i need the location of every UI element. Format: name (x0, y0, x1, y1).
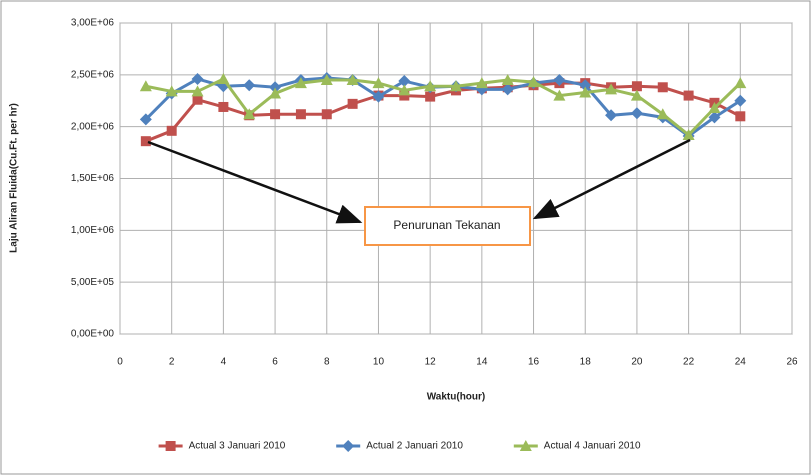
marker (217, 72, 230, 84)
marker (294, 77, 307, 89)
legend-label: Actual 4 Januari 2010 (544, 441, 641, 452)
marker (347, 98, 358, 109)
marker (708, 111, 721, 124)
marker (191, 72, 204, 85)
marker (191, 85, 204, 97)
marker (139, 113, 152, 126)
marker (605, 83, 618, 95)
marker (519, 440, 532, 451)
marker (656, 108, 669, 120)
marker (683, 90, 694, 101)
y-tick-label: 2,50E+06 (71, 69, 115, 80)
x-tick-label: 22 (683, 357, 695, 368)
y-tick-label: 2,00E+06 (71, 121, 115, 132)
x-tick-label: 20 (631, 357, 643, 368)
x-tick-label: 0 (117, 357, 123, 368)
marker (501, 83, 514, 96)
x-tick-label: 4 (221, 357, 227, 368)
marker (398, 75, 411, 88)
marker (243, 108, 256, 120)
y-tick-label: 3,00E+06 (71, 18, 115, 29)
marker (398, 84, 411, 96)
marker (270, 109, 281, 120)
marker (425, 91, 436, 102)
y-tick-label: 0,00E+00 (71, 329, 115, 340)
legend-label: Actual 3 Januari 2010 (189, 441, 286, 452)
marker (708, 102, 721, 114)
arrow (532, 138, 691, 220)
annotation-box (364, 206, 531, 246)
marker (269, 87, 282, 99)
x-tick-label: 8 (324, 357, 330, 368)
legend-label: Actual 2 Januari 2010 (366, 441, 463, 452)
marker (295, 109, 306, 120)
marker (372, 90, 385, 103)
x-tick-label: 6 (272, 357, 278, 368)
y-tick-label: 5,00E+05 (71, 277, 115, 288)
marker (630, 89, 643, 101)
x-tick-label: 26 (786, 357, 798, 368)
x-tick-label: 10 (373, 357, 385, 368)
x-tick-label: 16 (528, 357, 540, 368)
marker (527, 76, 540, 88)
marker (165, 441, 176, 451)
x-tick-label: 14 (476, 357, 488, 368)
annotation: Penurunan Tekanan (393, 218, 500, 232)
marker (475, 77, 488, 89)
x-tick-label: 18 (580, 357, 592, 368)
marker (320, 74, 333, 86)
marker (631, 81, 642, 92)
marker (342, 440, 355, 452)
marker (321, 109, 332, 120)
marker (579, 86, 592, 98)
x-tick-label: 12 (425, 357, 437, 368)
marker (682, 128, 695, 140)
marker (450, 80, 462, 92)
marker (166, 125, 177, 136)
marker (140, 136, 151, 147)
marker (243, 79, 256, 92)
marker (657, 82, 668, 93)
marker (501, 74, 514, 86)
x-tick-label: 24 (735, 357, 747, 368)
marker (372, 77, 385, 89)
marker (218, 101, 229, 112)
marker (165, 85, 178, 97)
marker (269, 81, 282, 94)
marker (734, 94, 747, 107)
marker (139, 80, 152, 92)
marker (630, 107, 643, 120)
marker (735, 111, 746, 122)
x-axis-label: Waktu(hour) (427, 392, 486, 403)
marker (553, 89, 566, 101)
arrow (147, 140, 363, 224)
marker (346, 74, 359, 86)
y-axis-label: Laju Aliran Fluida(Cu.Ft. per hr) (9, 103, 20, 253)
y-tick-label: 1,00E+06 (71, 225, 115, 236)
marker (734, 77, 747, 89)
y-tick-label: 1,50E+06 (71, 173, 115, 184)
marker (424, 80, 437, 92)
x-tick-label: 2 (169, 357, 175, 368)
marker (605, 109, 618, 122)
marker (579, 79, 592, 92)
marker (553, 74, 566, 87)
marker (192, 94, 203, 105)
